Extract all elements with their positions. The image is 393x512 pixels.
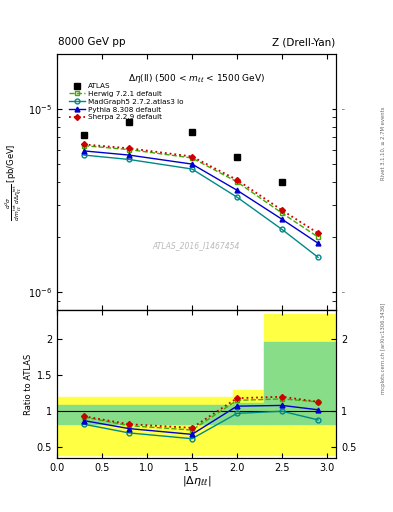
Legend: ATLAS, Herwig 7.2.1 default, MadGraph5 2.7.2.atlas3 lo, Pythia 8.308 default, Sh: ATLAS, Herwig 7.2.1 default, MadGraph5 2… <box>69 83 183 120</box>
Text: Rivet 3.1.10, ≥ 2.7M events: Rivet 3.1.10, ≥ 2.7M events <box>381 106 386 180</box>
Text: mcplots.cern.ch [arXiv:1306.3436]: mcplots.cern.ch [arXiv:1306.3436] <box>381 303 386 394</box>
Y-axis label: $\frac{d^2\sigma}{d\,m_{\ell\ell}^{\rm tot}\,d\Delta\eta_{\ell\ell}^{\rm tot}}$ : $\frac{d^2\sigma}{d\,m_{\ell\ell}^{\rm t… <box>4 143 24 221</box>
Text: Z (Drell-Yan): Z (Drell-Yan) <box>272 37 336 47</box>
Text: ATLAS_2016_I1467454: ATLAS_2016_I1467454 <box>153 241 240 250</box>
X-axis label: $|\Delta\eta_{\ell\ell}|$: $|\Delta\eta_{\ell\ell}|$ <box>182 475 211 488</box>
Text: $\Delta\eta$(ll) (500 < $m_{\ell\ell}$ < 1500 GeV): $\Delta\eta$(ll) (500 < $m_{\ell\ell}$ <… <box>128 72 265 84</box>
Y-axis label: Ratio to ATLAS: Ratio to ATLAS <box>24 353 33 415</box>
Text: 8000 GeV pp: 8000 GeV pp <box>58 37 126 47</box>
